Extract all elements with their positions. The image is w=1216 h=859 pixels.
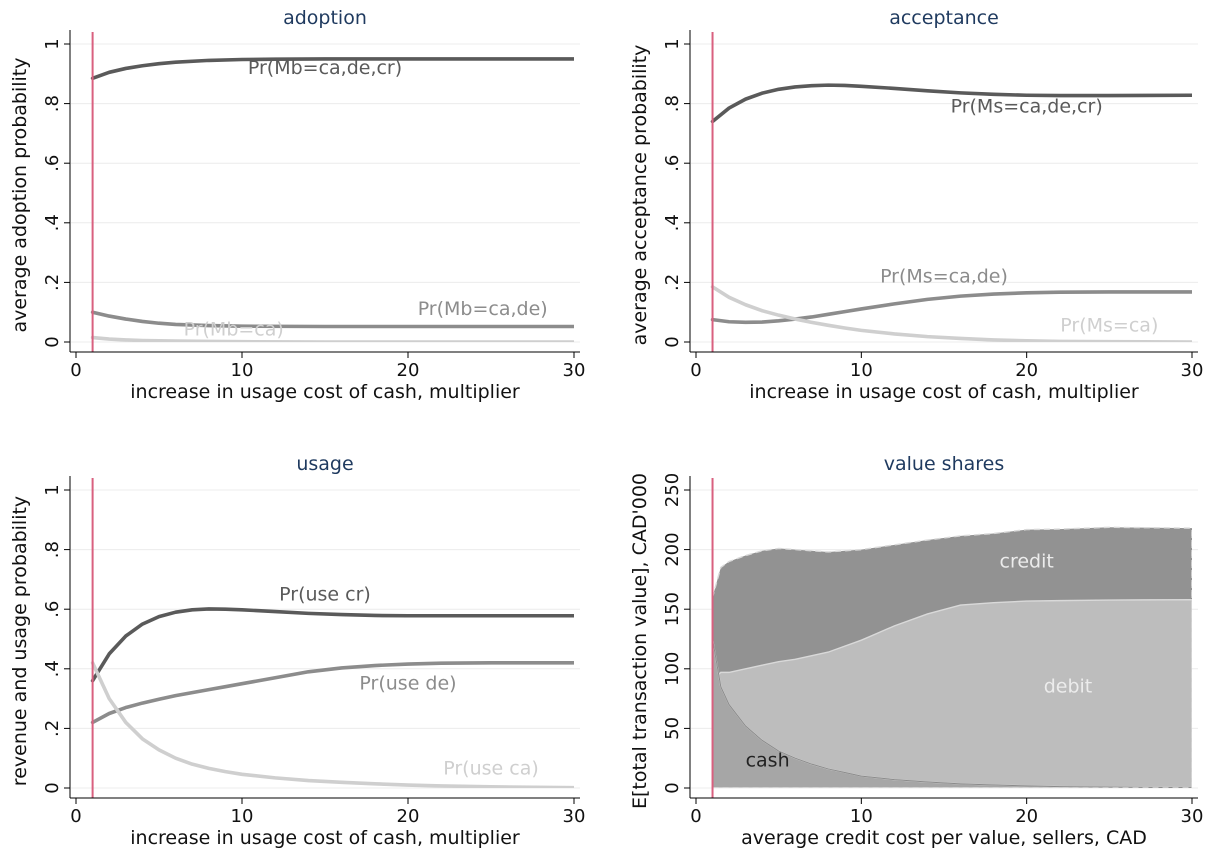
panel-title: acceptance <box>889 7 999 29</box>
y-tick-label: .6 <box>662 155 683 172</box>
y-tick-label: 1 <box>42 484 63 495</box>
series-label-3: Pr(Ms=ca) <box>1060 315 1158 337</box>
x-axis-label: average credit cost per value, sellers, … <box>741 827 1147 849</box>
y-axis-label: E[total transaction value], CAD'000 <box>629 473 651 809</box>
x-tick-label: 0 <box>690 806 701 827</box>
y-tick-label: 0 <box>42 336 63 347</box>
y-tick-label: .4 <box>662 214 683 231</box>
y-tick-label: .6 <box>42 601 63 618</box>
y-tick-label: 100 <box>662 652 683 686</box>
series-line-3 <box>90 335 574 342</box>
y-tick-label: .4 <box>42 660 63 677</box>
series-label-3: Pr(Mb=ca) <box>184 318 284 340</box>
y-tick-label: 250 <box>662 473 683 507</box>
y-tick-label: .8 <box>662 95 683 112</box>
y-axis-label: average adoption probability <box>9 57 31 332</box>
panel-title: adoption <box>283 7 367 29</box>
x-tick-label: 30 <box>1181 806 1204 827</box>
y-tick-label: 1 <box>42 38 63 49</box>
x-tick-label: 20 <box>1015 360 1038 381</box>
y-tick-label: 1 <box>662 38 683 49</box>
y-axis-label: average acceptance probability <box>629 45 651 346</box>
x-axis-label: increase in usage cost of cash, multipli… <box>749 381 1139 403</box>
series-line-2 <box>90 661 574 725</box>
x-axis-label: increase in usage cost of cash, multipli… <box>130 827 520 849</box>
y-tick-label: .2 <box>42 720 63 737</box>
plot-area <box>90 57 574 342</box>
area-debit <box>711 598 1192 788</box>
x-tick-label: 30 <box>1181 360 1204 381</box>
x-tick-label: 0 <box>70 806 81 827</box>
y-tick-label: .2 <box>42 274 63 291</box>
panel-2: acceptance Pr(Ms=ca,de,cr) Pr(Ms=ca,de) Pr(… <box>629 7 1203 403</box>
series-line-3 <box>710 285 1192 342</box>
panel-title: usage <box>296 453 353 475</box>
x-tick-label: 20 <box>397 360 420 381</box>
series-label-2: debit <box>1044 676 1093 698</box>
series-label-1: Pr(use cr) <box>279 583 371 605</box>
y-tick-label: 0 <box>662 336 683 347</box>
x-tick-label: 10 <box>850 806 873 827</box>
y-tick-label: 50 <box>662 717 683 740</box>
series-label-2: Pr(use de) <box>359 673 456 695</box>
panel-4: value sharescashdebitcredit0501001502002… <box>629 453 1203 849</box>
x-axis-label: increase in usage cost of cash, multipli… <box>130 381 520 403</box>
x-tick-label: 30 <box>563 806 586 827</box>
plot-area <box>710 83 1192 342</box>
series-label-1: Pr(Ms=ca,de,cr) <box>951 96 1103 118</box>
y-tick-label: 200 <box>662 532 683 566</box>
y-tick-label: .2 <box>662 274 683 291</box>
series-label-3: Pr(use ca) <box>443 758 539 780</box>
series-line-2 <box>710 290 1192 325</box>
series-label-2: Pr(Ms=ca,de) <box>880 265 1008 287</box>
series-line-3 <box>90 661 574 788</box>
y-tick-label: .8 <box>42 95 63 112</box>
x-tick-label: 10 <box>231 360 254 381</box>
y-tick-label: 0 <box>42 782 63 793</box>
series-line-2 <box>90 310 574 329</box>
series-label-1: cash <box>746 750 790 772</box>
y-axis-label: revenue and usage probability <box>9 496 31 786</box>
series-label-1: Pr(Mb=ca,de,cr) <box>248 57 402 79</box>
x-tick-label: 0 <box>70 360 81 381</box>
series-line-1 <box>90 57 574 81</box>
y-tick-label: 150 <box>662 592 683 626</box>
series-line-1 <box>710 83 1192 124</box>
series-label-3: credit <box>1000 550 1054 572</box>
plot-area <box>90 607 574 788</box>
y-tick-label: .6 <box>42 155 63 172</box>
x-tick-label: 10 <box>850 360 873 381</box>
panel-1: adoption Pr(Mb=ca,de,cr) Pr(Mb=ca,de) Pr(Mb… <box>9 7 585 403</box>
series-line-1 <box>90 607 574 683</box>
x-tick-label: 20 <box>397 806 420 827</box>
panel-3: usage Pr(use cr) Pr(use de) Pr(use ca) 0 .2 .4… <box>9 453 585 849</box>
y-tick-label: 0 <box>662 782 683 793</box>
x-tick-label: 20 <box>1015 806 1038 827</box>
plot-area <box>711 526 1192 788</box>
x-tick-label: 10 <box>231 806 254 827</box>
y-tick-label: .4 <box>42 214 63 231</box>
x-tick-label: 0 <box>690 360 701 381</box>
y-tick-label: .8 <box>42 541 63 558</box>
area-boundary-cash <box>712 638 1192 788</box>
x-tick-label: 30 <box>563 360 586 381</box>
panel-title: value shares <box>884 453 1005 475</box>
series-label-2: Pr(Mb=ca,de) <box>418 298 548 320</box>
